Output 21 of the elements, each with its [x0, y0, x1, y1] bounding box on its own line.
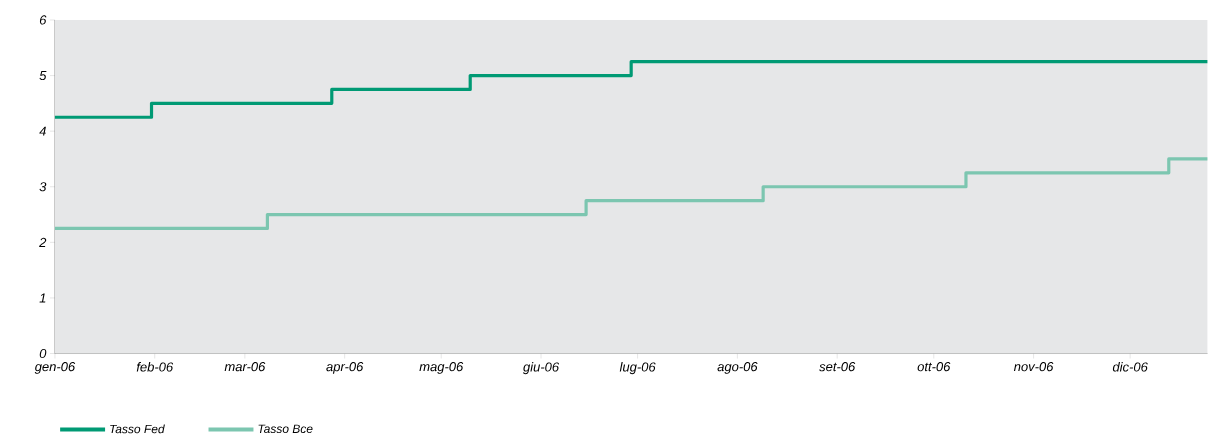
- legend-label: Tasso Fed: [110, 424, 165, 434]
- x-tick-label: feb-06: [136, 362, 174, 372]
- x-tick-label: mar-06: [224, 362, 266, 372]
- y-tick-label: 0: [39, 349, 47, 359]
- y-tick-label: 3: [39, 182, 47, 192]
- x-tick-label: lug-06: [619, 362, 656, 375]
- x-tick-label: gen-06: [34, 362, 76, 374]
- y-tick-label: 4: [39, 126, 46, 136]
- y-tick-label: 1: [39, 293, 46, 303]
- x-tick-label: mag-06: [419, 362, 464, 374]
- legend-label: Tasso Bce: [258, 424, 313, 434]
- x-tick-label: dic-06: [1112, 362, 1148, 372]
- y-tick-label: 6: [39, 15, 47, 25]
- x-tick-label: ott-06: [917, 362, 951, 372]
- x-tick-label: set-06: [819, 362, 856, 372]
- x-tick-label: nov-06: [1013, 362, 1054, 372]
- x-tick-label: apr-06: [326, 362, 364, 374]
- x-tick-label: ago-06: [717, 362, 758, 374]
- y-tick-label: 5: [39, 71, 47, 81]
- x-tick-label: giu-06: [523, 362, 560, 375]
- y-tick-label: 2: [39, 238, 47, 248]
